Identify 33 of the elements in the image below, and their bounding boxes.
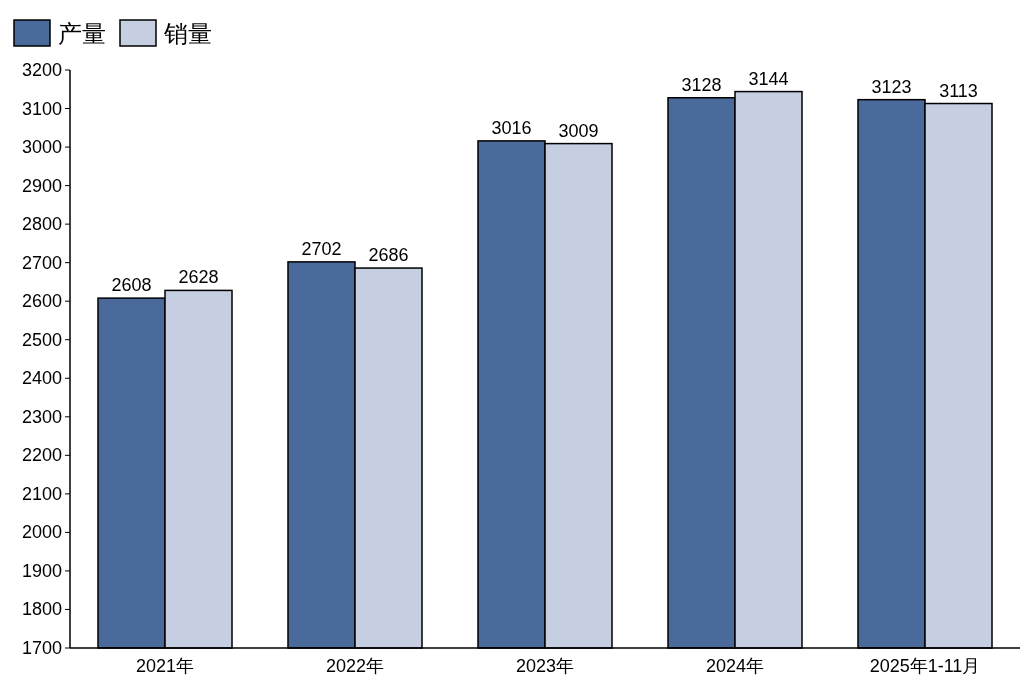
y-tick-label: 3100	[21, 98, 62, 119]
data-label: 3123	[871, 76, 912, 97]
data-label: 3128	[681, 74, 722, 95]
x-tick-label: 2023年	[515, 656, 575, 676]
legend-label: 销量	[163, 20, 212, 47]
y-tick-label: 3200	[21, 60, 62, 80]
x-tick-label: 2022年	[325, 656, 385, 676]
data-label: 2702	[301, 238, 342, 259]
y-tick-label: 3000	[21, 137, 62, 158]
y-tick-label: 1700	[21, 638, 62, 658]
y-tick-label: 2200	[21, 445, 62, 466]
data-label: 3016	[491, 117, 532, 138]
y-tick-label: 2000	[21, 522, 62, 543]
data-label: 2628	[178, 267, 219, 288]
data-label: 2608	[111, 275, 152, 296]
y-tick-label: 2900	[21, 175, 62, 196]
data-label: 2686	[368, 245, 409, 266]
y-tick-label: 2500	[21, 329, 62, 350]
x-tick-label: 2024年	[705, 656, 765, 676]
y-tick-label: 2100	[21, 483, 62, 504]
x-tick-label: 2025年1-11月	[869, 656, 981, 676]
legend-label: 产量	[58, 20, 106, 47]
y-tick-label: 1900	[21, 560, 62, 581]
y-tick-label: 2800	[21, 214, 62, 235]
y-tick-label: 2700	[21, 252, 62, 273]
y-tick-label: 1800	[21, 599, 62, 620]
x-tick-label: 2021年	[135, 656, 195, 676]
y-tick-label: 2400	[21, 368, 62, 389]
data-label: 3144	[748, 68, 789, 89]
data-label: 3113	[939, 80, 978, 101]
y-tick-label: 2600	[21, 291, 62, 312]
y-tick-label: 2300	[21, 406, 62, 427]
data-label: 3009	[558, 120, 599, 141]
